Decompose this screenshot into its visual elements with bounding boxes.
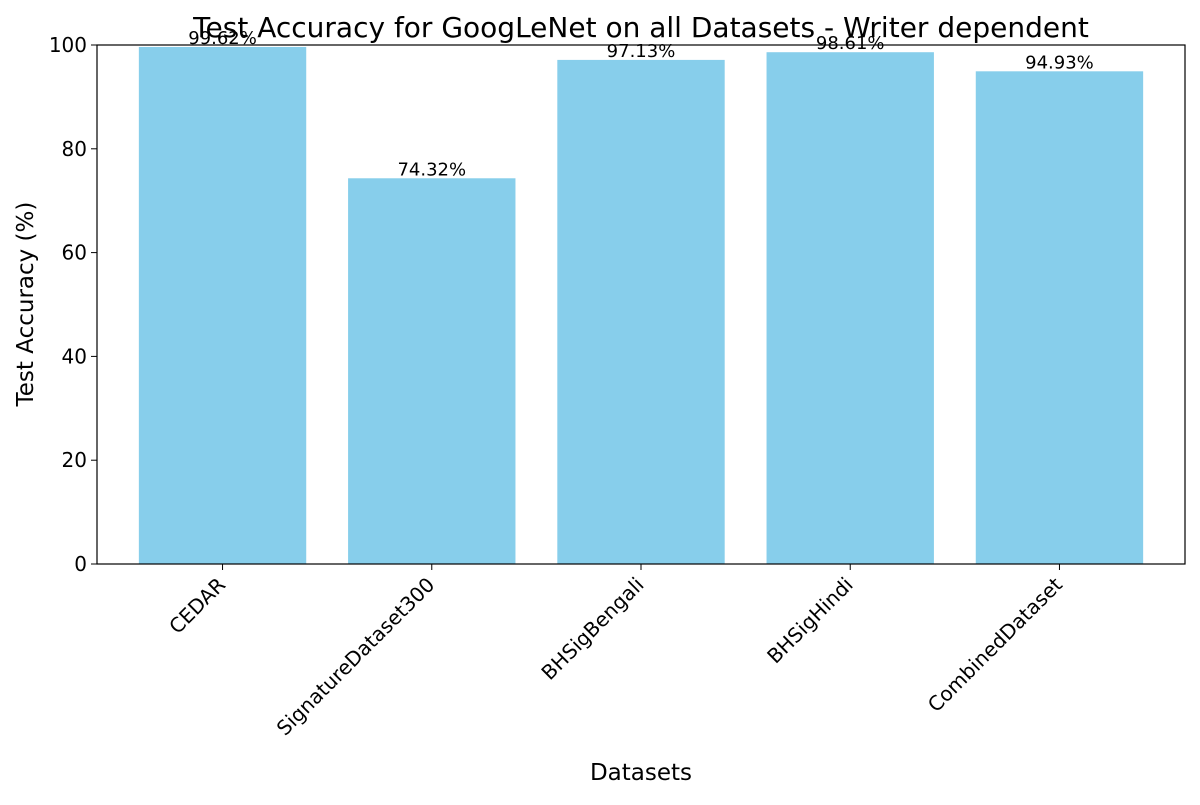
x-tick-label-1: SignatureDataset300 (272, 573, 440, 741)
bar-1 (348, 178, 516, 564)
y-tick-label-0: 0 (74, 552, 87, 576)
y-tick-label-4: 80 (62, 137, 87, 161)
bar-2 (557, 59, 725, 565)
data-label-4: 94.93% (1025, 52, 1094, 73)
x-tick-label-3: BHSigHindi (762, 573, 858, 669)
bar-0 (138, 46, 307, 565)
bar-3 (766, 52, 934, 565)
data-label-0: 99.62% (188, 28, 257, 49)
y-tick-label-5: 100 (49, 33, 87, 57)
y-axis: 0 20 40 60 80 100 (49, 33, 97, 576)
x-tick-label-0: CEDAR (164, 572, 230, 638)
x-tick-label-2: BHSigBengali (536, 573, 648, 685)
data-labels-layer: 99.62% 74.32% 97.13% 98.61% 94.93% (188, 28, 1094, 180)
x-tick-label-4: CombinedDataset (923, 572, 1067, 716)
bar-4 (975, 71, 1144, 564)
data-label-2: 97.13% (607, 41, 676, 62)
y-axis-label: Test Accuracy (%) (13, 202, 39, 408)
data-label-3: 98.61% (816, 33, 885, 54)
x-axis-label: Datasets (590, 760, 692, 786)
y-tick-label-1: 20 (62, 448, 87, 472)
bars-layer (138, 46, 1144, 565)
data-label-1: 74.32% (397, 159, 466, 180)
x-axis: CEDAR SignatureDataset300 BHSigBengali BHSi… (164, 564, 1067, 740)
y-tick-label-2: 40 (62, 344, 87, 368)
y-tick-label-3: 60 (62, 241, 87, 265)
chart-title: Test Accuracy for GoogLeNet on all Datas… (192, 11, 1089, 44)
